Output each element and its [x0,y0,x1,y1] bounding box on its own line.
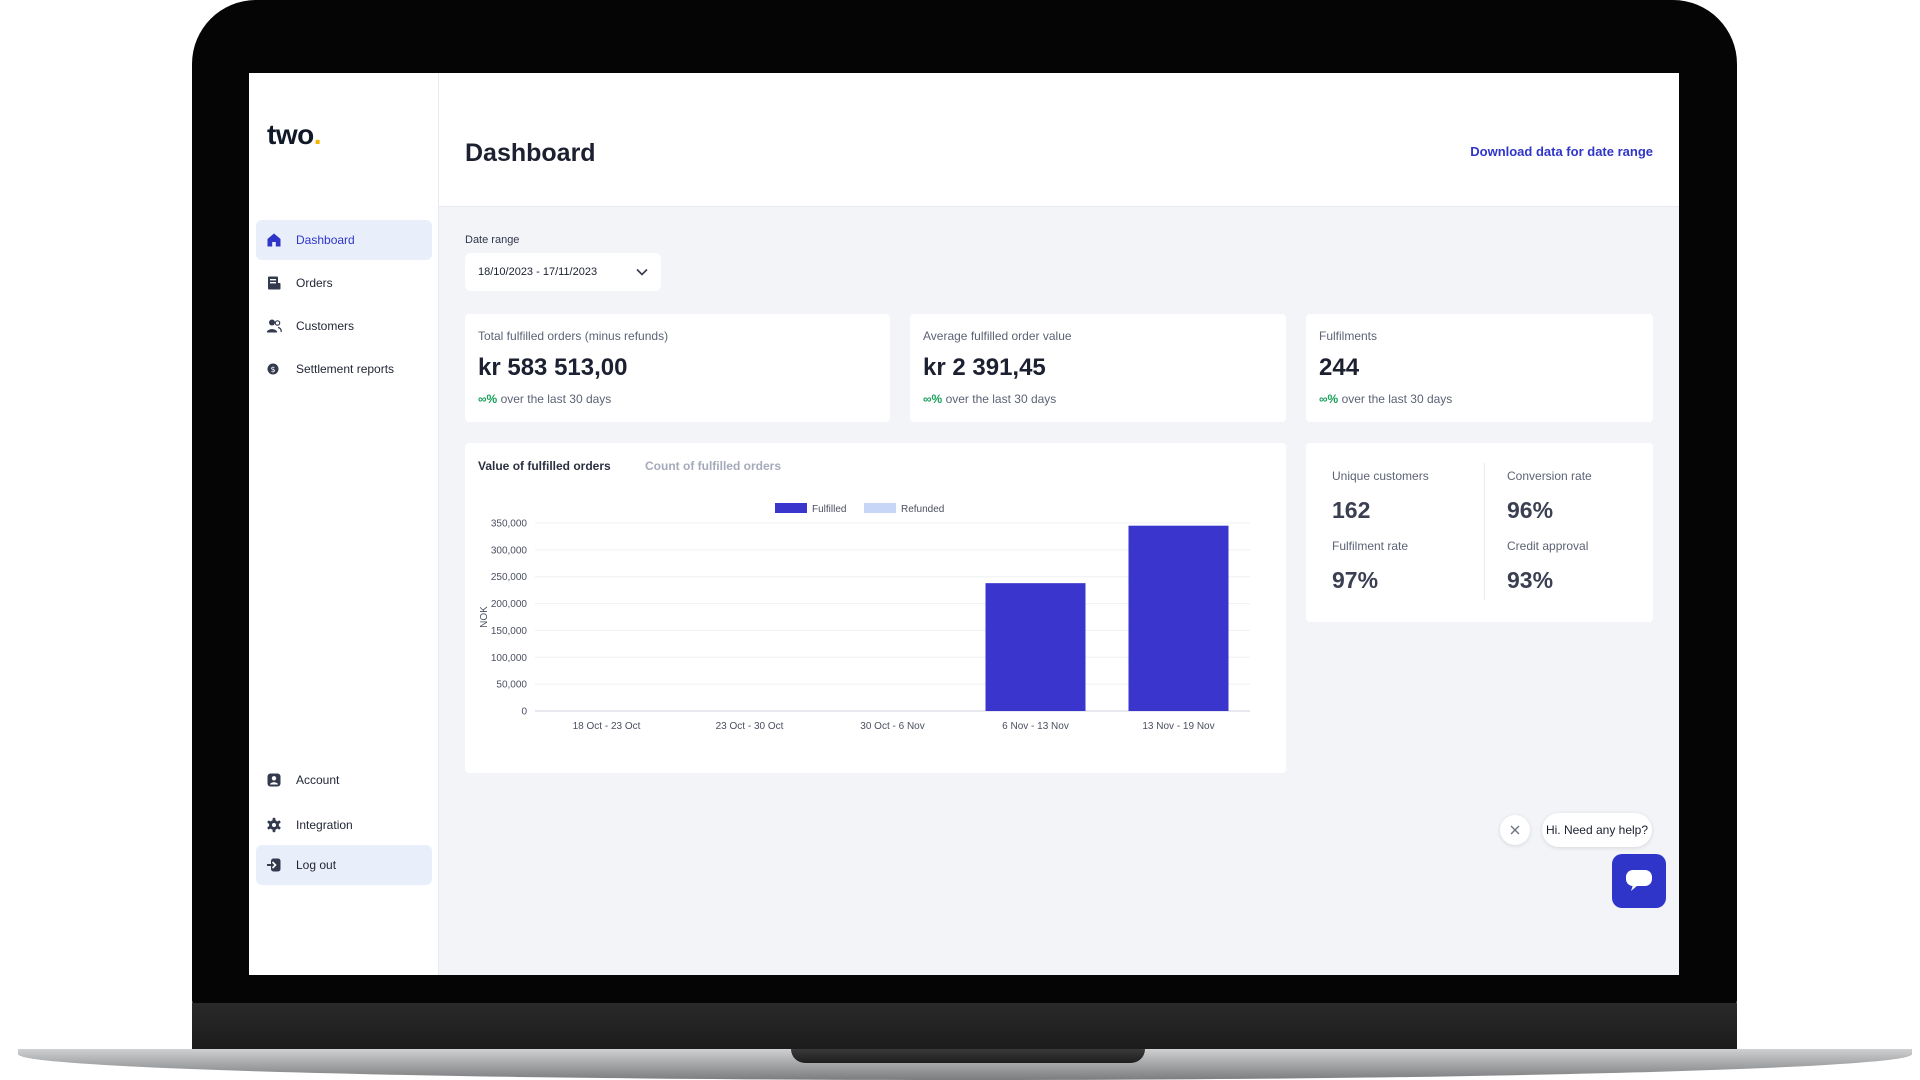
date-range-select[interactable]: 18/10/2023 - 17/11/2023 [465,253,661,291]
chat-bubble-icon [1626,870,1652,891]
x-tick-label: 30 Oct - 6 Nov [860,721,924,732]
sidebar-item-label: Account [296,773,340,787]
bar [1128,525,1229,711]
metrics-card: Unique customers 162 Conversion rate 96%… [1306,443,1653,622]
page-title: Dashboard [465,139,596,167]
svg-text:$: $ [270,365,275,374]
metric-value-unique-customers: 162 [1332,497,1371,523]
sidebar-item-label: Customers [296,319,355,333]
stat-label: Total fulfilled orders (minus refunds) [478,329,669,343]
legend-swatch [775,503,807,513]
sidebar-item-label: Integration [296,818,353,832]
close-icon [1510,825,1520,835]
sidebar-item-customers[interactable]: Customers [256,306,432,346]
stat-change: ∞% over the last 30 days [478,392,611,406]
x-tick-label: 23 Oct - 30 Oct [716,721,784,732]
stat-change-period: over the last 30 days [497,392,612,406]
y-tick-label: 200,000 [491,599,528,610]
y-tick-label: 250,000 [491,572,528,583]
stat-card-average-order-value: Average fulfilled order value kr 2 391,4… [910,314,1286,422]
date-range-value: 18/10/2023 - 17/11/2023 [478,266,598,278]
chat-open-button[interactable] [1612,854,1666,908]
x-tick-label: 6 Nov - 13 Nov [1002,721,1069,732]
metric-label-credit-approval: Credit approval [1507,539,1589,553]
tab-count-of-fulfilled-orders[interactable]: Count of fulfilled orders [645,459,781,473]
user-card-icon [266,772,282,788]
bar-chart: 0 50,000 100,000 150,000 200,000 250,000 300,0… [479,503,1250,732]
stat-change-percent: ∞% [923,392,943,406]
y-tick-label: 50,000 [496,680,527,691]
x-tick-label: 13 Nov - 19 Nov [1142,721,1214,732]
users-icon [266,318,282,334]
download-data-link[interactable]: Download data for date range [1470,144,1653,159]
metrics-divider [1484,463,1485,600]
chat-greeting[interactable]: Hi. Need any help? [1542,813,1652,847]
laptop-hinge [192,1003,1737,1051]
sidebar-item-orders[interactable]: Orders [256,263,432,303]
stat-card-fulfilments: Fulfilments 244 ∞% over the last 30 days [1306,314,1653,422]
metric-label-unique-customers: Unique customers [1332,469,1429,483]
sidebar-item-settlement-reports[interactable]: $ Settlement reports [256,349,432,389]
y-tick-label: 0 [521,707,527,718]
stat-change-period: over the last 30 days [1338,392,1453,406]
screen: two. Dashboard Orders Customers $ Settle… [249,73,1679,975]
sidebar-item-label: Orders [296,276,333,290]
bar [985,583,1086,711]
sidebar-item-label: Settlement reports [296,362,395,376]
laptop-notch [791,1049,1145,1063]
metric-value-credit-approval: 93% [1507,567,1554,593]
stat-change-percent: ∞% [478,392,498,406]
stat-change-percent: ∞% [1319,392,1339,406]
stat-value: kr 583 513,00 [478,354,628,381]
page-header: Dashboard Download data for date range [439,73,1679,207]
chevron-down-icon [636,268,648,276]
y-axis-label: NOK [479,606,490,628]
stat-value: kr 2 391,45 [923,354,1046,381]
y-tick-label: 300,000 [491,545,528,556]
stat-label: Fulfilments [1319,329,1378,343]
sidebar-item-label: Dashboard [296,233,355,247]
legend-label: Refunded [901,504,944,515]
brand-name: two [267,119,314,150]
metric-value-fulfilment-rate: 97% [1332,567,1379,593]
sidebar: two. Dashboard Orders Customers $ Settle… [249,73,439,975]
brand-logo[interactable]: two. [267,119,322,151]
x-tick-label: 18 Oct - 23 Oct [573,721,641,732]
sidebar-item-log-out[interactable]: Log out [256,845,432,885]
metric-label-fulfilment-rate: Fulfilment rate [1332,539,1409,553]
stat-change: ∞% over the last 30 days [923,392,1056,406]
sidebar-item-account[interactable]: Account [256,760,432,800]
stat-card-total-fulfilled: Total fulfilled orders (minus refunds) k… [465,314,890,422]
receipt-icon [266,275,282,291]
stat-change-period: over the last 30 days [942,392,1057,406]
house-icon [266,232,282,248]
sidebar-item-dashboard[interactable]: Dashboard [256,220,432,260]
gear-icon [266,817,282,833]
coin-icon: $ [266,361,282,377]
legend-label: Fulfilled [812,504,846,515]
date-range-label: Date range [465,234,520,246]
sidebar-item-integration[interactable]: Integration [256,805,432,845]
chart-card: Value of fulfilled orders Count of fulfi… [465,443,1286,773]
y-tick-label: 350,000 [491,519,528,530]
chat-close-button[interactable] [1500,815,1530,845]
stat-value: 244 [1319,354,1360,381]
metric-value-conversion-rate: 96% [1507,497,1554,523]
y-tick-label: 100,000 [491,653,528,664]
tab-value-of-fulfilled-orders[interactable]: Value of fulfilled orders [478,459,611,473]
y-tick-label: 150,000 [491,626,528,637]
legend-swatch [864,503,896,513]
logout-icon [266,857,282,873]
sidebar-item-label: Log out [296,858,337,872]
stat-change: ∞% over the last 30 days [1319,392,1452,406]
stat-label: Average fulfilled order value [923,329,1072,343]
brand-dot: . [313,119,322,150]
metric-label-conversion-rate: Conversion rate [1507,469,1592,483]
